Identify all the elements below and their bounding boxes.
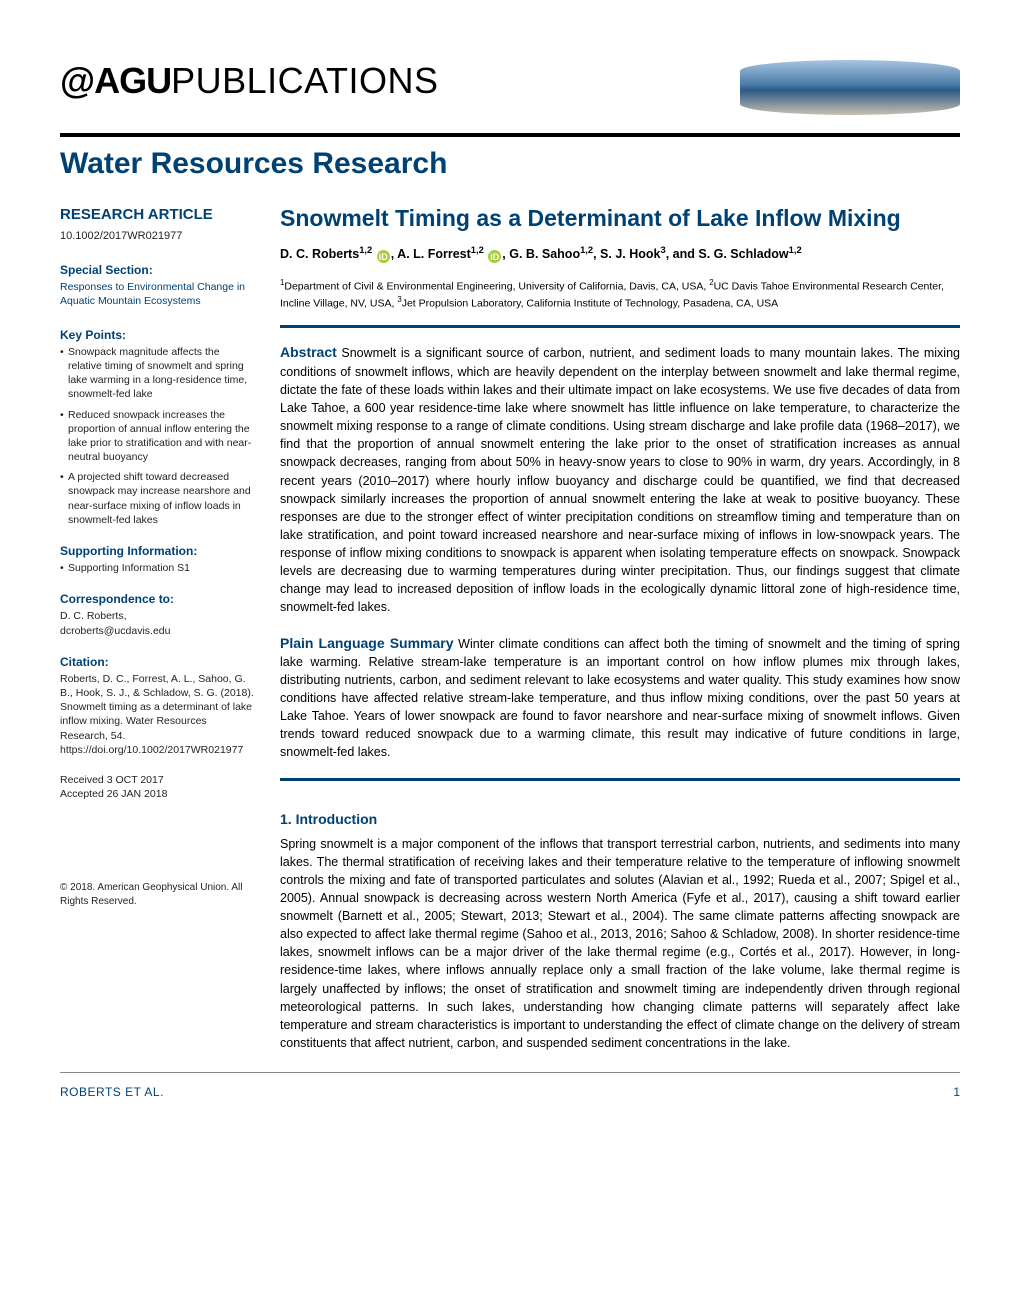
key-points-heading: Key Points: [60, 327, 256, 343]
special-section-heading: Special Section: [60, 262, 256, 278]
abstract-rule-top [280, 325, 960, 328]
logo-suffix: PUBLICATIONS [171, 60, 438, 101]
key-points-block: Key Points: Snowpack magnitude affects t… [60, 327, 256, 527]
footer-authors: ROBERTS ET AL. [60, 1085, 164, 1099]
abstract-rule-bottom [280, 778, 960, 781]
journal-banner-image [740, 60, 960, 115]
supporting-info-heading: Supporting Information: [60, 543, 256, 559]
citation-heading: Citation: [60, 654, 256, 670]
dates-block: Received 3 OCT 2017 Accepted 26 JAN 2018 [60, 773, 256, 801]
correspondence-heading: Correspondence to: [60, 591, 256, 607]
page-footer: ROBERTS ET AL. 1 [60, 1072, 960, 1099]
copyright: © 2018. American Geophysical Union. All … [60, 881, 256, 908]
section-1-title: 1. Introduction [280, 811, 960, 827]
header-logo-row: @AGUPUBLICATIONS [60, 60, 960, 115]
key-point-item: A projected shift toward decreased snowp… [60, 470, 256, 527]
abstract-label: Abstract [280, 344, 337, 360]
sidebar: RESEARCH ARTICLE 10.1002/2017WR021977 Sp… [60, 205, 256, 908]
footer-page-number: 1 [953, 1085, 960, 1099]
correspondence-block: Correspondence to: D. C. Roberts, dcrobe… [60, 591, 256, 638]
key-point-item: Reduced snowpack increases the proportio… [60, 408, 256, 465]
supporting-info-block: Supporting Information: Supporting Infor… [60, 543, 256, 575]
authors: D. C. Roberts1,2 iD, A. L. Forrest1,2 iD… [280, 245, 960, 263]
correspondence-name: D. C. Roberts, [60, 609, 256, 623]
logo-prefix: @AGU [60, 60, 171, 101]
doi: 10.1002/2017WR021977 [60, 229, 256, 244]
publisher-logo: @AGUPUBLICATIONS [60, 60, 439, 102]
special-section-block: Special Section: Responses to Environmen… [60, 262, 256, 309]
key-point-item: Snowpack magnitude affects the relative … [60, 345, 256, 402]
supporting-info-item[interactable]: Supporting Information S1 [60, 561, 256, 575]
affiliations: 1Department of Civil & Environmental Eng… [280, 277, 960, 311]
article-title: Snowmelt Timing as a Determinant of Lake… [280, 205, 960, 231]
special-section-link[interactable]: Responses to Environmental Change in Aqu… [60, 280, 256, 308]
correspondence-email[interactable]: dcroberts@ucdavis.edu [60, 624, 256, 638]
plain-language-label: Plain Language Summary [280, 635, 454, 651]
received-date: Received 3 OCT 2017 [60, 773, 256, 787]
header-rule [60, 133, 960, 137]
citation-block: Citation: Roberts, D. C., Forrest, A. L.… [60, 654, 256, 757]
plain-language-block: Plain Language Summary Winter climate co… [280, 633, 960, 762]
accepted-date: Accepted 26 JAN 2018 [60, 787, 256, 801]
abstract-text: Snowmelt is a significant source of carb… [280, 346, 960, 614]
main-column: Snowmelt Timing as a Determinant of Lake… [280, 205, 960, 1052]
abstract-block: Abstract Snowmelt is a significant sourc… [280, 342, 960, 616]
section-1-text: Spring snowmelt is a major component of … [280, 835, 960, 1053]
journal-title: Water Resources Research [60, 147, 960, 181]
citation-text: Roberts, D. C., Forrest, A. L., Sahoo, G… [60, 672, 256, 757]
article-type: RESEARCH ARTICLE [60, 205, 256, 225]
plain-language-text: Winter climate conditions can affect bot… [280, 637, 960, 760]
